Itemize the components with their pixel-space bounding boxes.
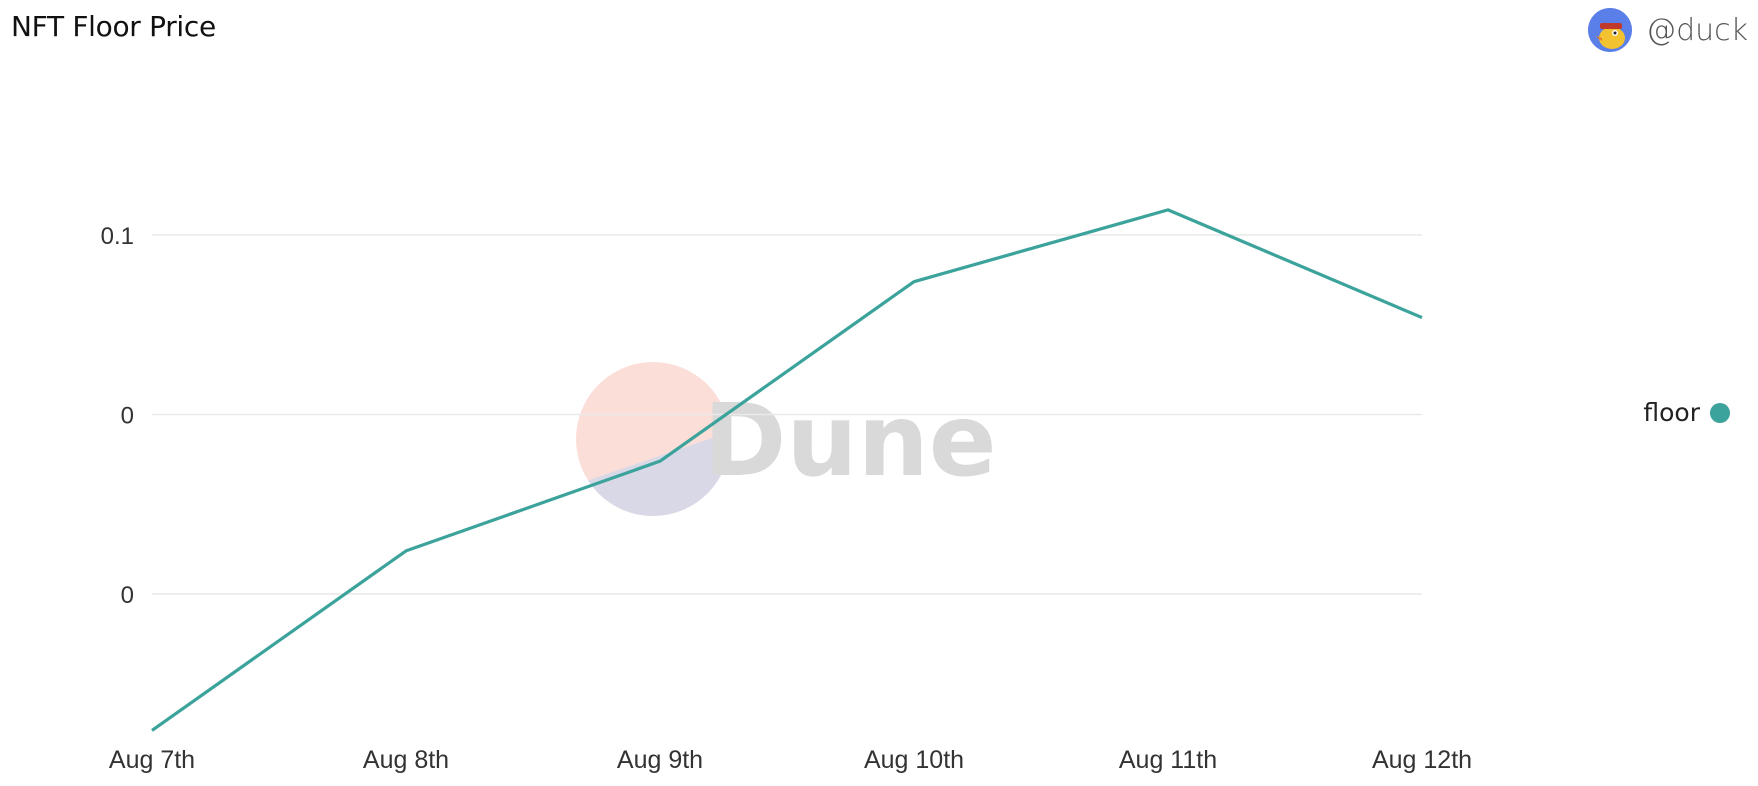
- y-tick-label: 0: [121, 582, 134, 609]
- author-badge[interactable]: @duck: [1588, 8, 1748, 52]
- dune-watermark: Dune: [576, 362, 997, 516]
- legend[interactable]: floor: [1643, 398, 1730, 427]
- x-tick-label: Aug 12th: [1372, 746, 1472, 774]
- x-tick-label: Aug 9th: [617, 746, 703, 774]
- y-tick-label: 0: [121, 403, 134, 430]
- chart-title: NFT Floor Price: [11, 10, 216, 43]
- watermark-text: Dune: [703, 382, 996, 499]
- series-line-floor[interactable]: [151, 208, 1423, 732]
- legend-label: floor: [1643, 398, 1700, 427]
- x-tick-label: Aug 11th: [1119, 746, 1217, 774]
- x-tick-label: Aug 7th: [109, 746, 195, 774]
- y-tick-label: 0.1: [101, 223, 134, 250]
- duck-avatar-icon: [1588, 8, 1633, 52]
- x-tick-label: Aug 8th: [363, 746, 449, 774]
- legend-marker: [1710, 402, 1730, 423]
- x-tick-label: Aug 10th: [864, 746, 964, 774]
- author-name: @duck: [1646, 12, 1748, 48]
